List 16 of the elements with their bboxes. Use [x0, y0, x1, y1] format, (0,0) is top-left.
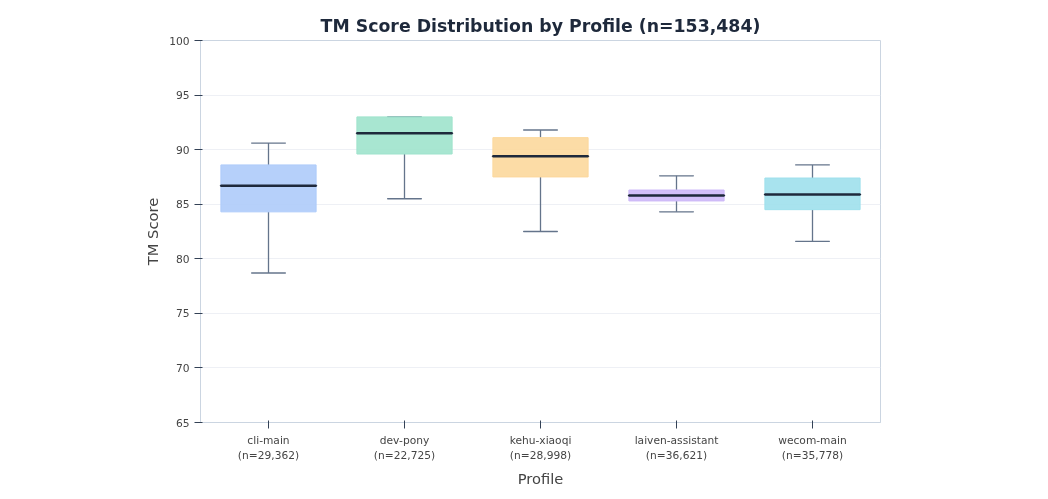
x-tick-label: dev-pony (n=22,725) [373, 433, 436, 463]
y-tick-label: 100 [169, 34, 190, 48]
chart-title: TM Score Distribution by Profile (n=153,484) [320, 15, 761, 36]
y-tick-label: 75 [175, 307, 190, 321]
x-tick-label: kehu-xiaoqi (n=28,998) [509, 433, 572, 463]
y-tick-label: 80 [175, 252, 190, 266]
x-tick-label: wecom-main (n=35,778) [778, 433, 847, 463]
y-axis-title: TM Score [144, 197, 162, 267]
y-tick-label: 65 [175, 416, 190, 430]
x-axis-title: Profile [517, 470, 564, 488]
y-tick-label: 90 [175, 143, 190, 157]
x-tick-label: cli-main (n=29,362) [237, 433, 300, 463]
y-tick-label: 95 [175, 89, 190, 103]
y-tick-label: 85 [175, 198, 190, 212]
x-tick-label: laiven-assistant (n=36,621) [634, 433, 719, 463]
y-tick-label: 70 [175, 361, 190, 375]
